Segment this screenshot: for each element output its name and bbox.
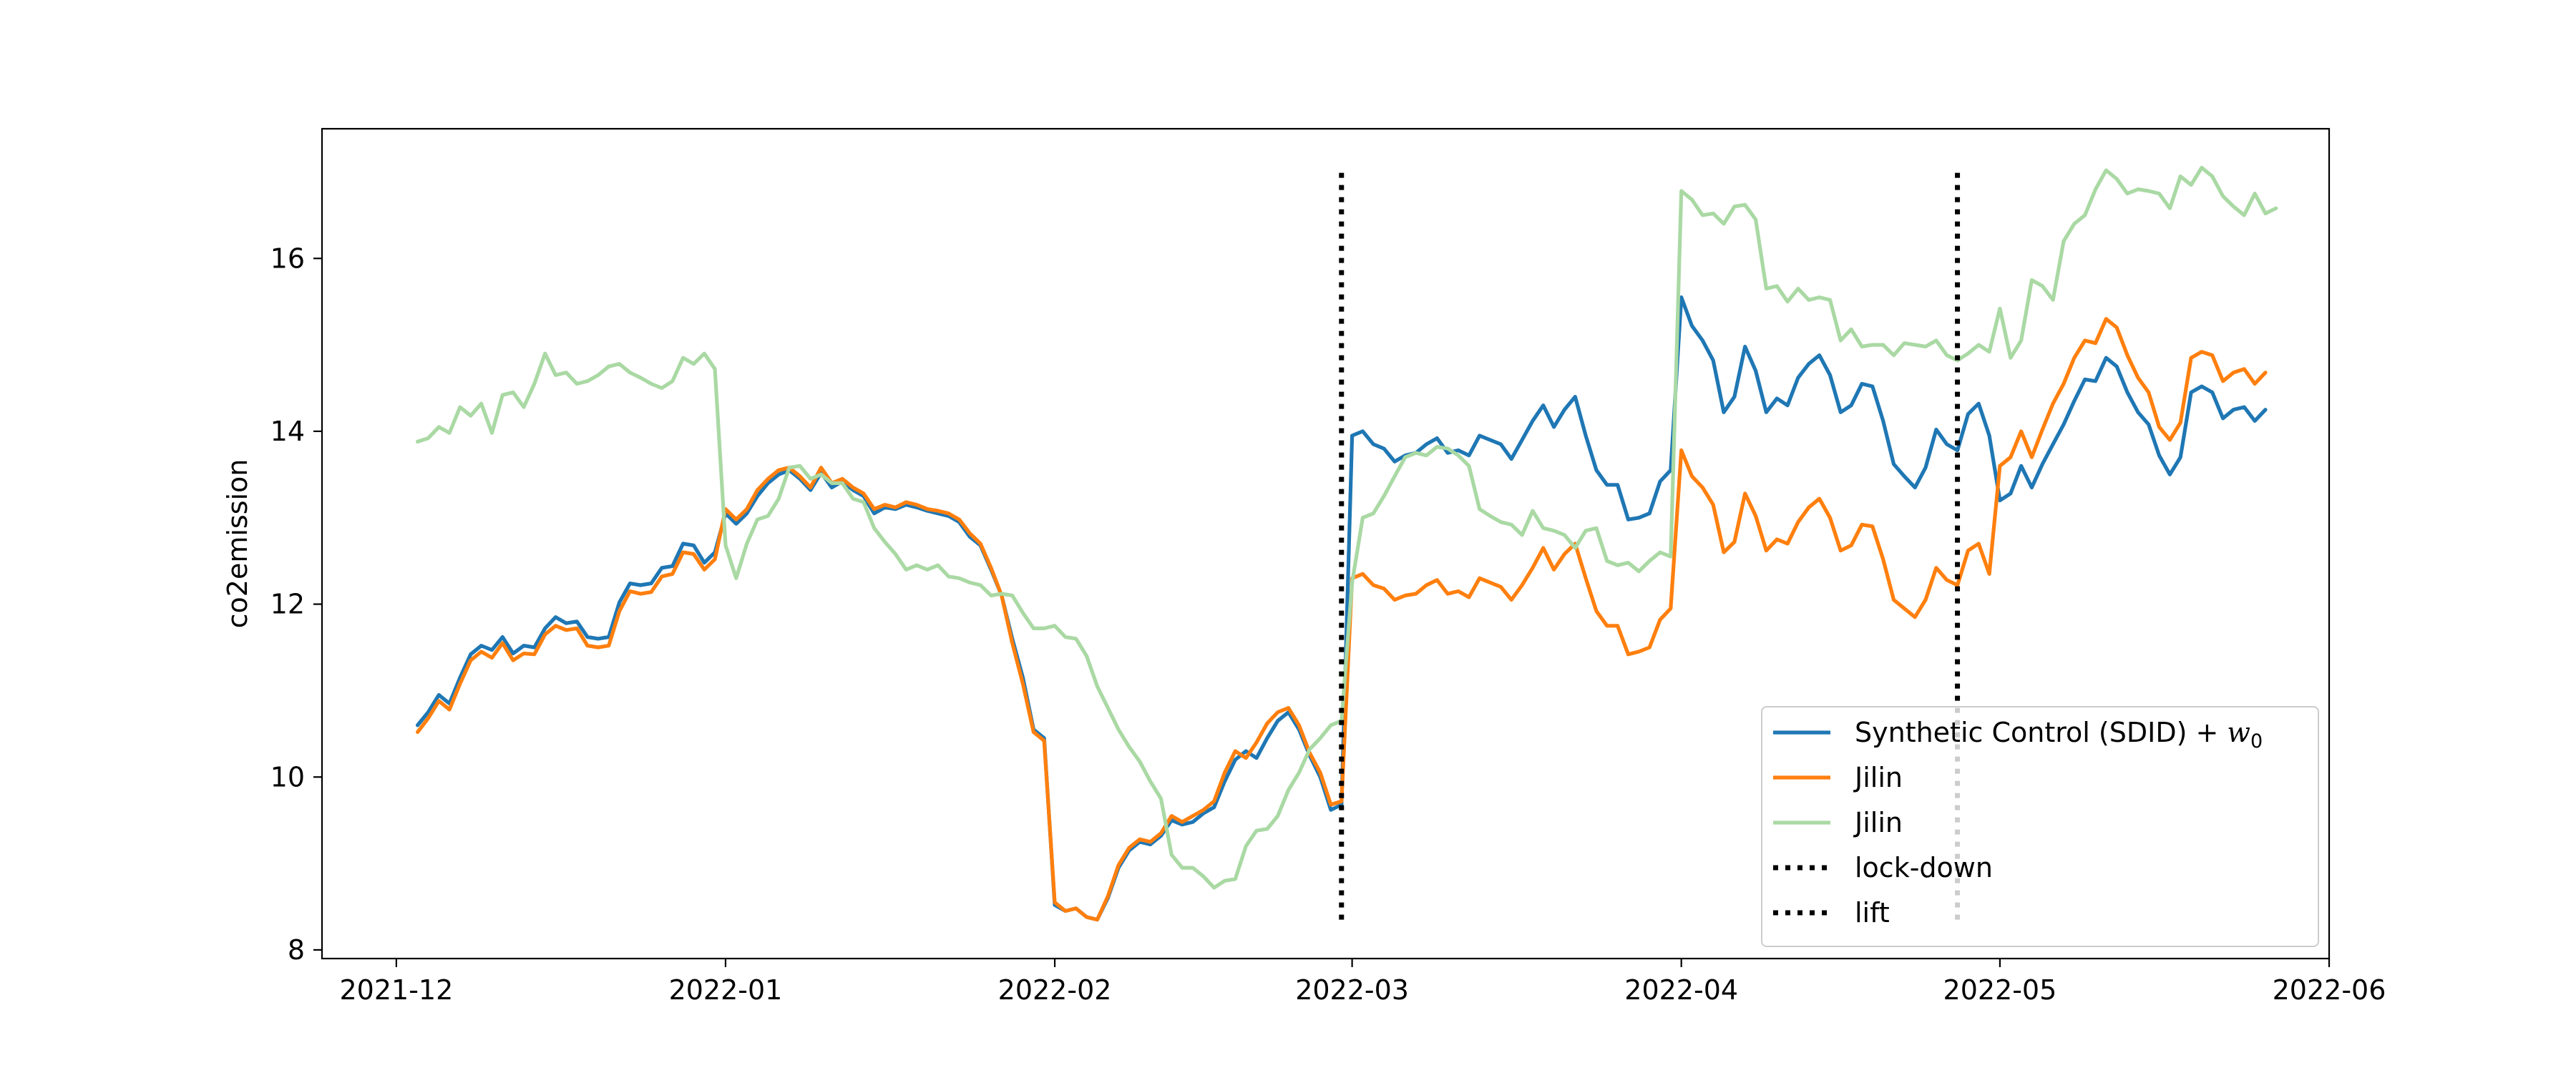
y-tick-label: 14 (270, 416, 305, 447)
legend: Synthetic Control (SDID) + w0 Jilin Jilin l… (1761, 706, 2319, 947)
x-tick-label: 2022-03 (1295, 974, 1409, 1006)
x-tick-label: 2022-05 (1943, 974, 2057, 1006)
y-axis: 8 10 12 14 16 (270, 242, 322, 966)
y-tick-label: 12 (270, 589, 305, 620)
legend-label: Jilin (1853, 762, 1903, 793)
x-tick-label: 2022-02 (998, 974, 1112, 1006)
x-tick-label: 2021-12 (339, 974, 453, 1006)
x-axis: 2021-12 2022-01 2022-02 2022-03 2022-04 2022-… (339, 959, 2386, 1006)
x-tick-label: 2022-04 (1624, 974, 1738, 1006)
legend-label: lock-down (1855, 852, 1993, 883)
x-tick-label: 2022-01 (669, 974, 783, 1006)
x-tick-label: 2022-06 (2273, 974, 2386, 1006)
series-line-2 (415, 165, 2278, 890)
legend-label: Jilin (1853, 807, 1903, 838)
series-layer (415, 165, 2278, 922)
series-line-1 (415, 317, 2268, 922)
y-tick-label: 8 (288, 934, 305, 966)
legend-label: lift (1855, 897, 1890, 929)
legend-label: Synthetic Control (SDID) + w0 (1855, 717, 2263, 753)
legend-box (1761, 706, 2319, 947)
y-axis-label: co2emission (222, 459, 253, 629)
y-tick-label: 10 (270, 761, 305, 793)
y-tick-label: 16 (270, 242, 305, 274)
plot-frame (321, 127, 2331, 960)
